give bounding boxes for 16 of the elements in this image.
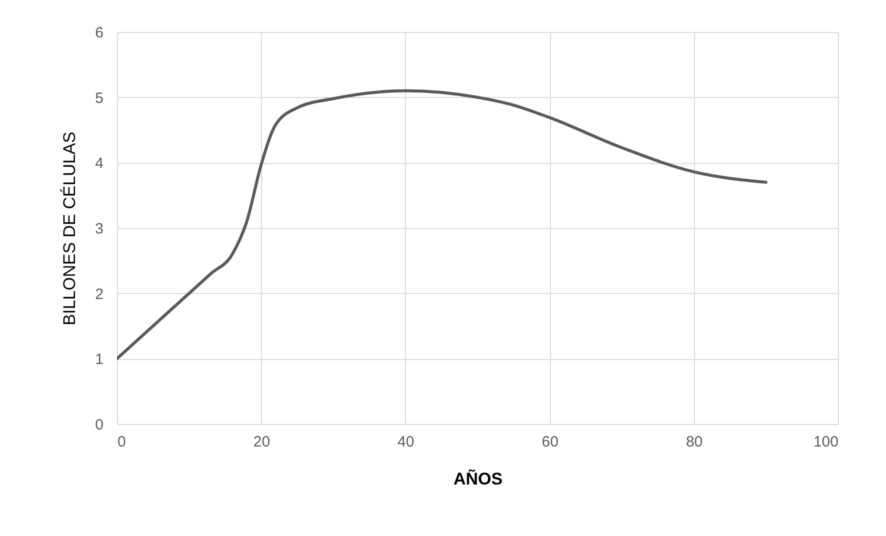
x-tick-label: 100 — [813, 434, 838, 450]
y-tick-label: 0 — [95, 416, 104, 434]
x-tick-label: 60 — [542, 434, 558, 450]
x-tick-label: 0 — [118, 434, 126, 450]
y-tick-label: 1 — [95, 351, 104, 368]
x-tick-label: 80 — [686, 434, 703, 450]
x-tick-label: 40 — [398, 434, 414, 450]
y-tick-label: 4 — [95, 155, 104, 172]
x-tick-label: 20 — [253, 434, 270, 450]
y-axis-title: BILLONES DE CÉLULAS — [60, 132, 80, 326]
x-axis-title: AÑOS — [453, 468, 503, 488]
y-tick-label: 6 — [95, 24, 104, 42]
y-tick-label: 3 — [95, 220, 104, 238]
line-series — [117, 89, 768, 360]
y-tick-label: 2 — [95, 286, 104, 303]
y-tick-label: 5 — [95, 90, 104, 107]
